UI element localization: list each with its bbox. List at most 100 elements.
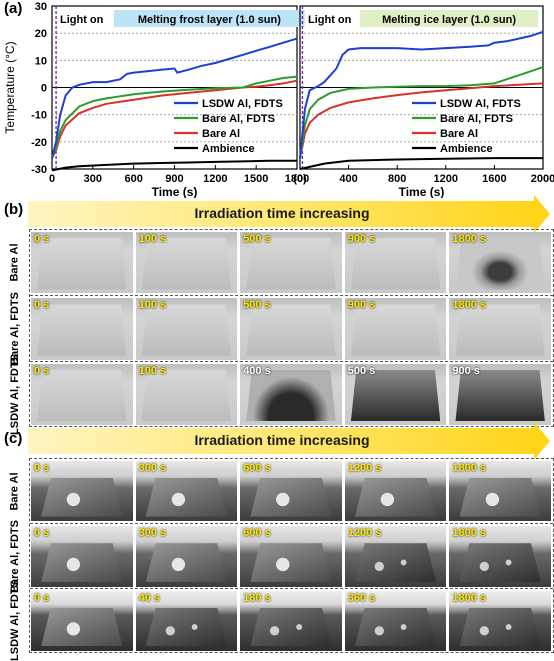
photo-tile: 100 s (135, 232, 238, 294)
x-axis-label: Time (s) (399, 185, 445, 198)
x-tick-label: 1500 (244, 173, 268, 185)
y-tick-label: 10 (35, 55, 47, 67)
sample-plate (350, 238, 441, 290)
time-label: 0 s (34, 462, 50, 474)
row-label: Bare Al, FDTS (1, 520, 29, 593)
irradiation-arrow-b: Irradiation time increasing (28, 195, 550, 233)
series-line-bare-al (51, 79, 298, 159)
y-tick-label: 20 (35, 28, 47, 40)
x-tick-label: 1800 (285, 173, 309, 185)
photo-tile: 0 s (31, 363, 133, 425)
temperature-charts: Temperature (°C) -30 -20 -10 0 10 20 30 Light on… (3, 1, 554, 198)
time-label: 360 s (347, 591, 376, 604)
photo-tile: 300 s (135, 526, 238, 587)
sample-plate (37, 238, 127, 290)
photo-tile: 0 s (31, 590, 133, 651)
sample-plate (141, 369, 232, 422)
photo-tile: 500 s (240, 232, 342, 294)
sample-plate (246, 238, 336, 290)
sample-plate (354, 543, 437, 582)
time-label: 0 s (34, 299, 50, 312)
legend-label: Ambience (202, 143, 255, 155)
x-tick-label: (0) (293, 173, 307, 185)
x-tick-label: 0 (49, 173, 55, 185)
legend-label: Bare Al (440, 128, 478, 140)
y-axis-label: Temperature (°C) (3, 41, 17, 133)
row-label-text: Bare Al (8, 472, 21, 511)
row-label: Bare Al, FDTS (1, 293, 29, 366)
series-line-bare-al-fdts (51, 75, 298, 159)
photo-grid-b: Bare Al 0 s 100 s 500 s 900 s 1800 s Bare Al, … (9, 229, 554, 435)
y-tick-label: -20 (31, 137, 47, 149)
x-tick-label: 600 (124, 173, 142, 185)
time-label: 0 s (34, 233, 50, 245)
chart-1: Light on Melting frost layer (1.0 sun) 0 30… (49, 5, 309, 198)
series-line-lsdw-al-fdts (299, 30, 544, 159)
y-tick-label: -30 (31, 164, 47, 176)
sample-plate (250, 477, 332, 517)
photo-row: Bare Al, FDTS 0 s 300 s 600 s 1200 s 1800 s (9, 520, 553, 593)
x-tick-label: 800 (388, 173, 406, 185)
row-label: LSDW Al, FDTS (1, 580, 29, 661)
photo-tile: 500 s (344, 363, 447, 425)
photo-row: LSDW Al, FDTS 0 s 40 s 180 s 360 s 1800 s (9, 580, 553, 661)
sample-plate (141, 304, 232, 356)
x-tick-label: 900 (165, 173, 183, 185)
x-tick-label: 1200 (203, 173, 227, 185)
row-label: Bare Al (1, 230, 29, 295)
y-tick-label: -10 (31, 110, 47, 122)
arrow-right-icon (534, 422, 550, 460)
sample-plate (246, 369, 336, 422)
chart-title-box (360, 10, 539, 27)
legend-label: Ambience (440, 143, 493, 155)
time-label: 1200 s (347, 462, 382, 474)
y-tick-label: 30 (35, 1, 47, 13)
panel-c-label: (c) (4, 430, 23, 447)
light-on-label: Light on (60, 14, 104, 26)
photo-tile: 360 s (344, 590, 447, 651)
photo-tile: 180 s (240, 590, 342, 651)
chart-title: Melting ice layer (1.0 sun) (382, 14, 516, 26)
sample-plate (459, 477, 541, 517)
photo-row: Bare Al, FDTS 0 s 100 s 500 s 900 s 1800 s (9, 293, 553, 365)
time-label: 300 s (138, 527, 167, 540)
x-axis-label: Time (s) (152, 185, 198, 198)
series-line-lsdw-al-fdts (51, 37, 298, 159)
time-label: 0 s (34, 527, 50, 540)
photo-tile: 100 s (135, 363, 238, 425)
time-label: 300 s (138, 462, 167, 474)
time-label: 1800 s (452, 462, 487, 474)
irradiation-arrow-c: Irradiation time increasing (28, 422, 550, 460)
photo-tile: 40 s (135, 590, 238, 651)
panel-b-label: (b) (4, 201, 24, 218)
photo-tile: 600 s (240, 526, 342, 587)
time-label: 900 s (347, 299, 376, 312)
sample-plate (246, 304, 336, 356)
sample-plate (459, 607, 541, 647)
time-label: 1800 s (452, 299, 487, 312)
photo-tile: 900 s (449, 363, 551, 425)
photo-row: Bare Al 0 s 300 s 600 s 1200 s 1800 s (9, 459, 553, 523)
sample-plate (141, 238, 232, 290)
sample-plate (41, 543, 123, 582)
x-tick-label: 2000 (531, 173, 554, 185)
x-tick-label: 1600 (482, 173, 506, 185)
legend-label: Bare Al, FDTS (202, 113, 275, 125)
time-label: 400 s (243, 364, 271, 377)
photo-tile: 1200 s (344, 461, 447, 522)
time-label: 1800 s (452, 233, 487, 245)
sample-plate (41, 477, 123, 517)
chart-2: Light on Melting ice layer (1.0 sun) (0) 40… (293, 5, 554, 198)
sample-plate (250, 607, 332, 647)
photo-tile: 0 s (31, 461, 133, 522)
row-label: Bare Al (1, 459, 29, 523)
sample-plate (455, 238, 545, 290)
sample-plate (37, 369, 127, 422)
chart-title: Melting frost layer (1.0 sun) (138, 14, 281, 26)
photo-tile: 600 s (240, 461, 342, 522)
sample-plate (459, 543, 541, 582)
time-label: 100 s (138, 233, 167, 245)
time-label: 1200 s (347, 527, 382, 540)
sample-plate (37, 304, 127, 356)
light-on-label: Light on (308, 14, 352, 26)
